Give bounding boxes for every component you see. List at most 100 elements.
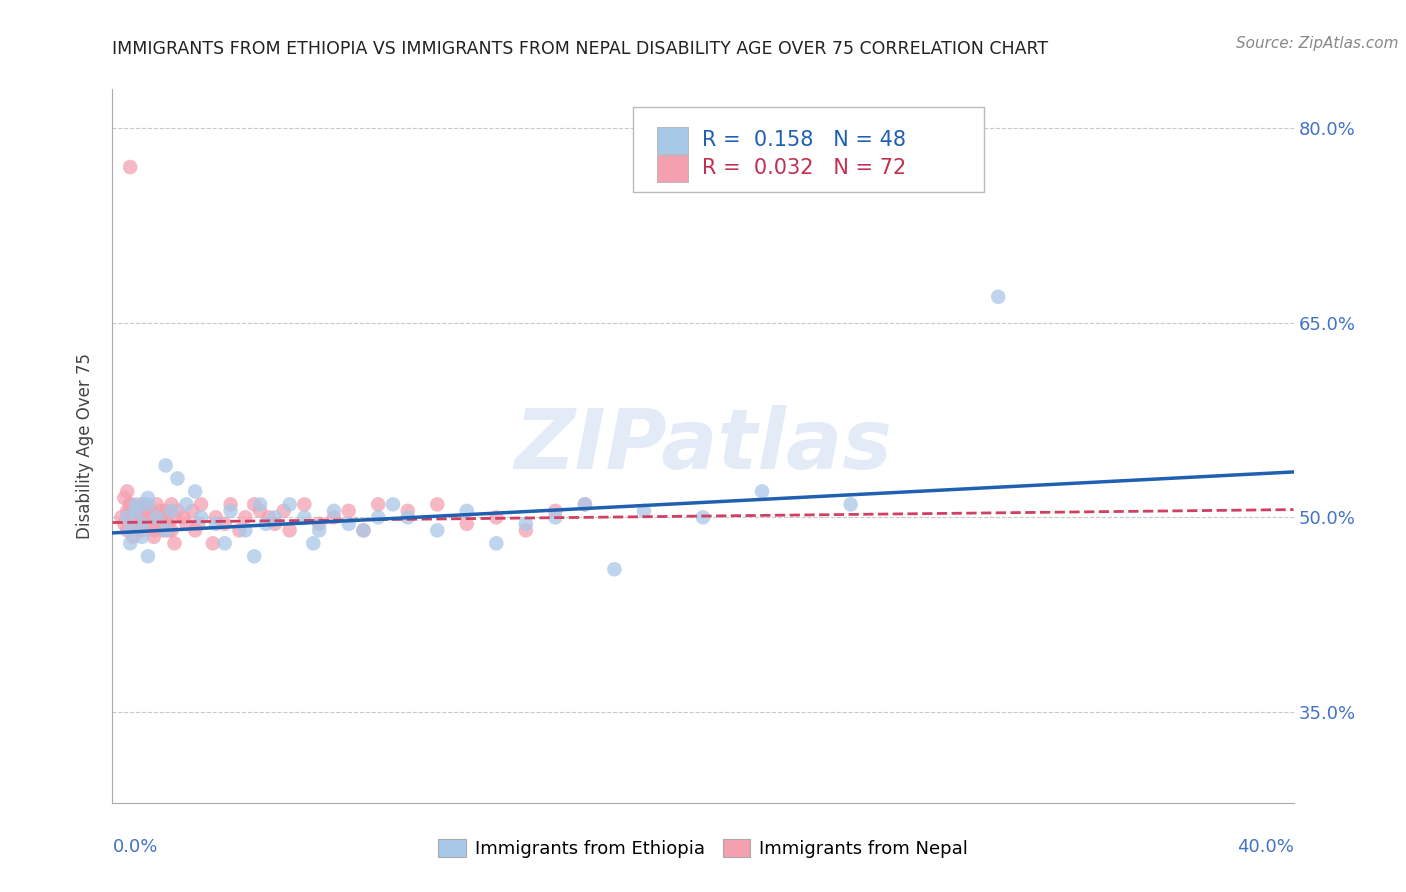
Point bbox=[243, 497, 266, 511]
Point bbox=[243, 549, 266, 564]
Point bbox=[228, 524, 250, 538]
Point bbox=[117, 504, 138, 518]
Point bbox=[214, 536, 236, 550]
Point bbox=[574, 497, 596, 511]
Point bbox=[117, 510, 138, 524]
Point bbox=[134, 497, 156, 511]
Point bbox=[157, 524, 180, 538]
Point bbox=[249, 504, 271, 518]
Point bbox=[257, 510, 280, 524]
Point bbox=[396, 504, 419, 518]
Point bbox=[485, 510, 508, 524]
Point bbox=[163, 510, 186, 524]
Point bbox=[110, 510, 132, 524]
Point bbox=[264, 510, 287, 524]
Point bbox=[456, 516, 478, 531]
Point bbox=[190, 497, 212, 511]
Point bbox=[184, 484, 207, 499]
Point bbox=[131, 497, 153, 511]
Point bbox=[155, 510, 177, 524]
Point bbox=[120, 504, 142, 518]
Point bbox=[382, 497, 405, 511]
Point bbox=[219, 497, 242, 511]
Point bbox=[120, 536, 142, 550]
Point bbox=[128, 516, 150, 531]
Point bbox=[174, 497, 197, 511]
Point bbox=[174, 516, 197, 531]
Point bbox=[839, 497, 862, 511]
Point bbox=[633, 504, 655, 518]
Point bbox=[987, 290, 1010, 304]
Point bbox=[125, 516, 148, 531]
Point bbox=[139, 504, 162, 518]
Text: R =  0.158   N = 48: R = 0.158 N = 48 bbox=[702, 130, 905, 151]
Text: 0.0%: 0.0% bbox=[112, 838, 157, 856]
Point bbox=[751, 484, 773, 499]
Point bbox=[214, 516, 236, 531]
Text: IMMIGRANTS FROM ETHIOPIA VS IMMIGRANTS FROM NEPAL DISABILITY AGE OVER 75 CORRELA: IMMIGRANTS FROM ETHIOPIA VS IMMIGRANTS F… bbox=[112, 40, 1049, 58]
Point bbox=[515, 516, 537, 531]
Point bbox=[142, 524, 165, 538]
Point bbox=[233, 510, 256, 524]
Point bbox=[184, 524, 207, 538]
Point bbox=[149, 504, 172, 518]
Point bbox=[544, 510, 567, 524]
Point bbox=[136, 510, 159, 524]
Point bbox=[201, 536, 224, 550]
Point bbox=[146, 516, 169, 531]
Point bbox=[323, 510, 346, 524]
Point bbox=[131, 530, 153, 544]
Point bbox=[205, 516, 228, 531]
Point bbox=[146, 510, 169, 524]
Point bbox=[352, 524, 374, 538]
Point bbox=[117, 484, 138, 499]
Point bbox=[112, 516, 135, 531]
Point bbox=[136, 497, 159, 511]
Point bbox=[187, 516, 209, 531]
Y-axis label: Disability Age Over 75: Disability Age Over 75 bbox=[76, 353, 94, 539]
Point bbox=[142, 530, 165, 544]
Point bbox=[323, 504, 346, 518]
Point bbox=[233, 524, 256, 538]
Point bbox=[149, 510, 172, 524]
Point bbox=[155, 504, 177, 518]
Point bbox=[134, 510, 156, 524]
Point bbox=[456, 504, 478, 518]
Point bbox=[155, 524, 177, 538]
Point bbox=[273, 504, 295, 518]
Point bbox=[120, 524, 142, 538]
Point bbox=[172, 510, 194, 524]
Point bbox=[205, 510, 228, 524]
Point bbox=[117, 524, 138, 538]
Point bbox=[122, 510, 145, 524]
Point bbox=[125, 504, 148, 518]
Point bbox=[166, 504, 188, 518]
Point bbox=[367, 497, 389, 511]
Point bbox=[190, 510, 212, 524]
Point bbox=[120, 160, 142, 174]
Point bbox=[125, 504, 148, 518]
Point bbox=[278, 497, 301, 511]
Point bbox=[155, 458, 177, 473]
Point bbox=[136, 491, 159, 505]
Point bbox=[692, 510, 714, 524]
Point bbox=[120, 497, 142, 511]
Text: ZIPatlas: ZIPatlas bbox=[515, 406, 891, 486]
Point bbox=[131, 524, 153, 538]
Point bbox=[426, 497, 449, 511]
Point bbox=[396, 510, 419, 524]
Text: R =  0.032   N = 72: R = 0.032 N = 72 bbox=[702, 159, 905, 178]
Point bbox=[352, 524, 374, 538]
Point bbox=[308, 524, 330, 538]
Point bbox=[112, 491, 135, 505]
Point bbox=[160, 497, 183, 511]
Point bbox=[152, 516, 174, 531]
Point bbox=[292, 497, 315, 511]
Point bbox=[157, 516, 180, 531]
Point bbox=[603, 562, 626, 576]
Point bbox=[181, 504, 204, 518]
Point bbox=[146, 497, 169, 511]
Point bbox=[278, 524, 301, 538]
Point bbox=[292, 510, 315, 524]
Point bbox=[163, 536, 186, 550]
